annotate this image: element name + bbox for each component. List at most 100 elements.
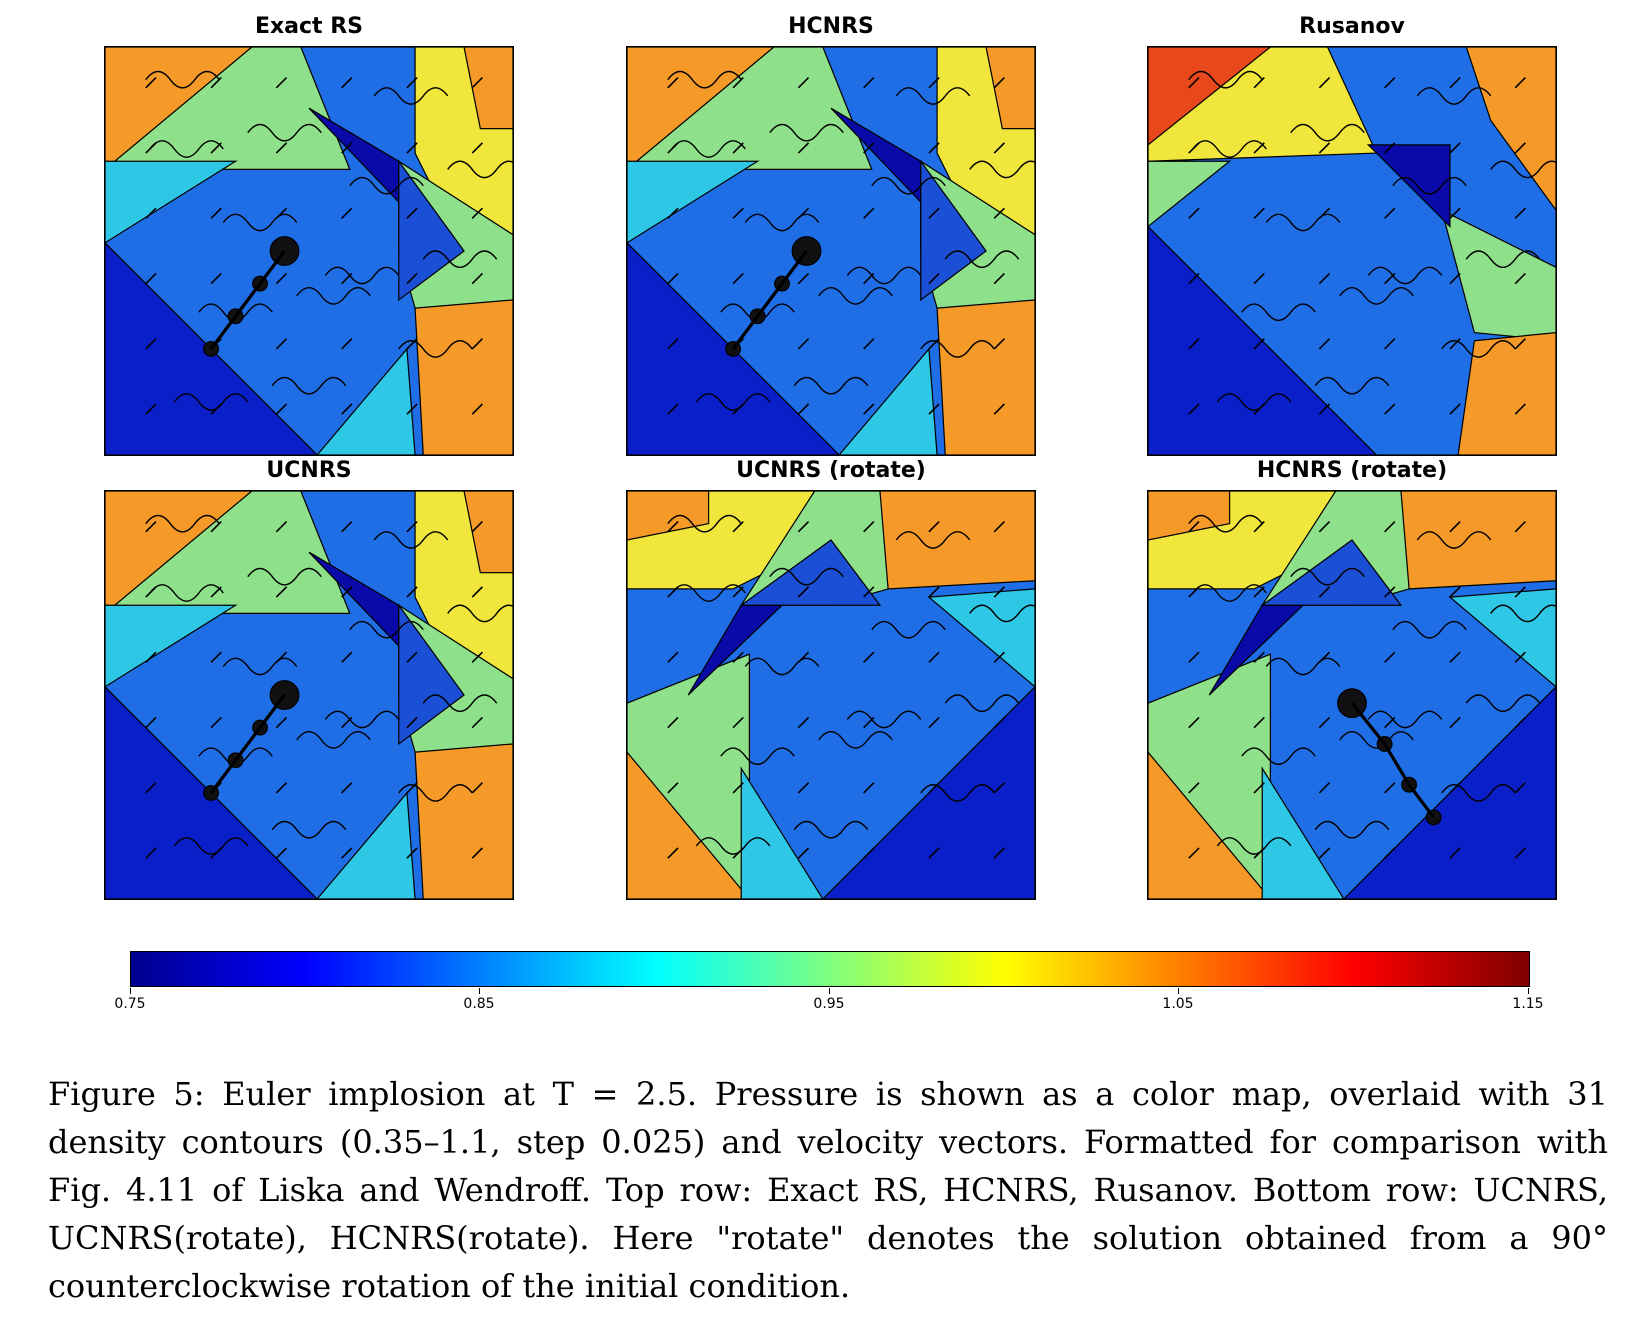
velocity-vector [341, 338, 353, 350]
velocity-vector [145, 403, 157, 415]
velocity-vector [732, 847, 744, 859]
colorbar-tick [829, 988, 830, 994]
velocity-vector [863, 77, 875, 89]
velocity-vector [341, 207, 353, 219]
top-right-region [1465, 47, 1556, 212]
velocity-vector [797, 782, 810, 794]
density-contour [1265, 657, 1341, 676]
velocity-vector [471, 77, 483, 89]
density-contour [1392, 620, 1467, 639]
density-contour [871, 176, 946, 195]
velocity-vector [1188, 272, 1200, 285]
velocity-vector [210, 142, 222, 154]
density-contour [769, 123, 844, 142]
velocity-vector [406, 272, 418, 285]
density-contour [222, 657, 298, 676]
velocity-vector [993, 716, 1005, 729]
velocity-vector [1253, 77, 1265, 89]
velocity-vector [275, 521, 288, 533]
velocity-vector [1384, 142, 1396, 154]
velocity-vector [471, 651, 483, 663]
density-contour [1314, 376, 1390, 395]
density-contour [1490, 604, 1556, 623]
blue-wedge-region [739, 539, 882, 606]
velocity-vector [797, 403, 810, 415]
velocity-vector [471, 782, 483, 794]
velocity-vector [1449, 77, 1461, 89]
velocity-vector [1188, 403, 1200, 415]
density-contour [145, 514, 220, 533]
velocity-vector [275, 338, 288, 350]
velocity-vector [1514, 782, 1526, 794]
density-contour [1216, 837, 1292, 855]
top-right-core-region [985, 47, 1035, 130]
density-contour [149, 140, 224, 158]
density-contour [720, 747, 795, 766]
velocity-vector [275, 207, 288, 219]
velocity-vector [275, 651, 288, 663]
density-contour [944, 694, 1020, 713]
pressure-plot [626, 46, 1036, 456]
velocity-vector [275, 403, 288, 415]
density-contour [296, 287, 371, 305]
velocity-vector [928, 782, 940, 794]
velocity-vector [667, 77, 679, 89]
velocity-vector [1188, 651, 1200, 663]
bottom-mid-region [316, 791, 416, 899]
colorbar-tick [1528, 988, 1529, 994]
velocity-vector [797, 651, 810, 663]
left-band-region [1148, 160, 1232, 228]
colorbar-tick-label: 0.95 [813, 996, 845, 1012]
velocity-vector [1318, 716, 1331, 729]
velocity-vector [210, 586, 222, 598]
density-contour [1188, 514, 1263, 533]
velocity-vector [993, 77, 1005, 89]
velocity-vector [928, 651, 940, 663]
pressure-field-svg [105, 491, 513, 899]
velocity-vector [341, 272, 353, 285]
velocity-vector [1318, 521, 1331, 533]
velocity-vector [993, 847, 1005, 859]
pressure-field-svg [105, 47, 513, 455]
velocity-vector [993, 586, 1005, 598]
density-contour [671, 140, 746, 158]
velocity-vector [928, 716, 940, 729]
dark-triangle-region [1366, 144, 1451, 228]
density-contour [1192, 584, 1267, 602]
velocity-vector [1318, 847, 1331, 859]
velocity-vector [1318, 338, 1331, 350]
figure-caption: Figure 5: Euler implosion at T = 2.5. Pr… [48, 1075, 1608, 1305]
density-contour [1416, 87, 1492, 105]
velocity-vector [732, 207, 744, 219]
density-contour [1290, 123, 1365, 142]
density-contour [149, 584, 224, 602]
velocity-vector [471, 586, 483, 598]
velocity-vector [928, 847, 940, 859]
density-contour [247, 567, 322, 586]
density-contour [373, 87, 449, 105]
density-contour [447, 160, 513, 179]
velocity-vector [1514, 651, 1526, 663]
velocity-vector [1384, 338, 1396, 350]
density-contour [398, 340, 473, 358]
panel-title: Rusanov [1299, 14, 1405, 39]
density-contour [1367, 266, 1443, 285]
velocity-vector [667, 586, 679, 598]
velocity-vector [145, 207, 157, 219]
jet-stem [731, 250, 808, 350]
density-contour [1192, 140, 1267, 158]
top-band-region [627, 653, 751, 899]
density-contour [398, 784, 473, 802]
velocity-vector [732, 521, 744, 533]
velocity-vector [928, 586, 940, 598]
velocity-vector [1384, 403, 1396, 415]
density-contour [695, 393, 771, 411]
velocity-vector [928, 272, 940, 285]
velocity-vector [1449, 403, 1461, 415]
velocity-vector [1514, 403, 1526, 415]
velocity-vector [1384, 782, 1396, 794]
velocity-vector [341, 716, 353, 729]
velocity-vector [1384, 207, 1396, 219]
density-contour [324, 710, 400, 729]
velocity-vector [928, 142, 940, 154]
